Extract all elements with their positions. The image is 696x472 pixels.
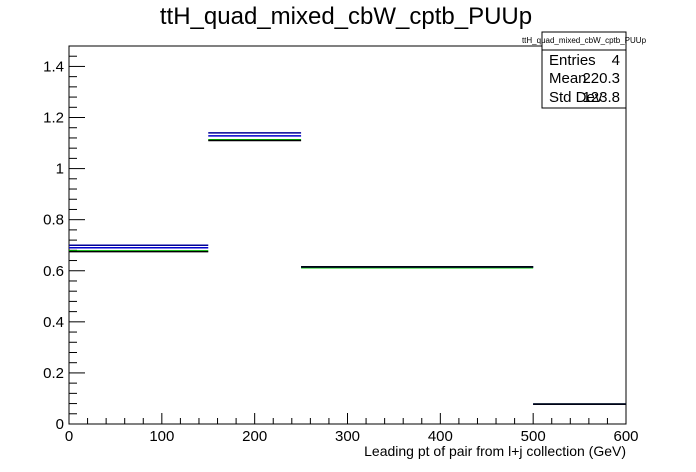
x-tick-label: 600 bbox=[613, 428, 638, 445]
stats-mean-value: 220.3 bbox=[582, 70, 620, 87]
x-axis-title: Leading pt of pair from l+j collection (… bbox=[364, 443, 626, 459]
y-tick-label: 0.6 bbox=[43, 263, 64, 280]
stats-box: ttH_quad_mixed_cbW_cptb_PUUp Entries 4 M… bbox=[522, 31, 647, 109]
y-tick-label: 1 bbox=[56, 161, 64, 178]
x-tick-label: 200 bbox=[242, 428, 267, 445]
y-tick-label: 0 bbox=[56, 416, 64, 433]
x-tick-label: 100 bbox=[149, 428, 174, 445]
x-tick-label: 400 bbox=[428, 428, 453, 445]
y-tick-label: 1.2 bbox=[43, 110, 64, 127]
stats-mean-label: Mean bbox=[549, 70, 587, 87]
y-tick-label: 0.8 bbox=[43, 212, 64, 229]
histogram-bins bbox=[69, 132, 626, 405]
x-tick-label: 300 bbox=[335, 428, 360, 445]
axes: 0 100 200 300 400 500 600 0 0.2 0.4 0.6 0.8 1 1.2 1.4 bbox=[43, 45, 639, 445]
stats-entries-value: 4 bbox=[612, 52, 620, 69]
stats-stddev-label: Std Dev bbox=[549, 89, 603, 106]
x-tick-label: 0 bbox=[65, 428, 73, 445]
x-tick-label: 500 bbox=[521, 428, 546, 445]
stats-entries-label: Entries bbox=[549, 52, 596, 69]
y-tick-label: 0.2 bbox=[43, 365, 64, 382]
y-tick-label: 0.4 bbox=[43, 314, 64, 331]
y-tick-label: 1.4 bbox=[43, 58, 64, 75]
stats-stddev-value: 123.8 bbox=[582, 89, 620, 106]
chart-title: ttH_quad_mixed_cbW_cptb_PUUp bbox=[160, 3, 532, 30]
stats-box-frame bbox=[541, 31, 627, 109]
stats-box-title: ttH_quad_mixed_cbW_cptb_PUUp bbox=[522, 36, 647, 45]
